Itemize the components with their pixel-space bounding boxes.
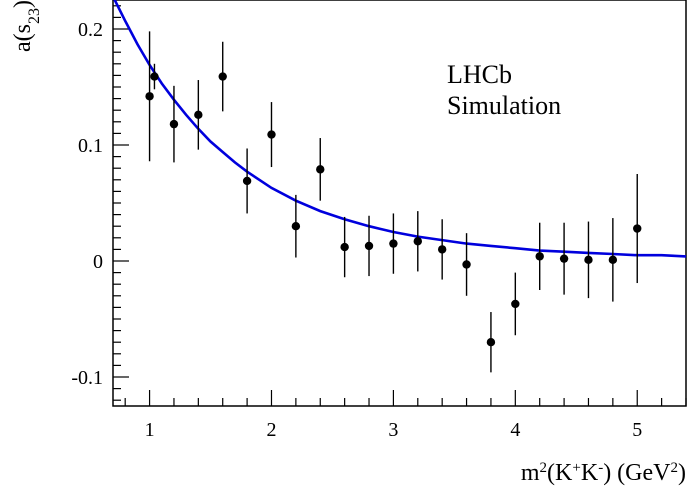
data-point xyxy=(194,80,203,150)
data-marker xyxy=(340,242,349,252)
tick-labels: 1 2 3 4 5 -0.1 0 0.1 0.2 xyxy=(71,19,642,441)
x-tick-label: 3 xyxy=(388,419,398,441)
data-marker xyxy=(462,260,471,269)
data-marker xyxy=(535,252,544,261)
annotation-simulation: Simulation xyxy=(447,91,561,120)
y-tick-label: 0.1 xyxy=(78,135,103,157)
x-tick-label: 1 xyxy=(145,419,155,441)
data-marker xyxy=(316,165,325,174)
data-point xyxy=(486,312,496,373)
data-marker xyxy=(145,92,154,101)
data-marker xyxy=(584,255,593,265)
data-marker xyxy=(511,299,520,309)
data-marker xyxy=(267,130,276,139)
y-axis-label: a(s23) xyxy=(10,0,43,52)
data-point xyxy=(413,211,422,272)
data-point xyxy=(584,221,593,299)
data-point xyxy=(535,222,544,290)
data-marker xyxy=(150,72,159,81)
data-point xyxy=(608,218,618,302)
data-marker xyxy=(364,241,374,251)
data-point xyxy=(364,215,374,277)
data-point xyxy=(267,102,276,168)
annotation-lhcb: LHCb xyxy=(447,60,512,89)
data-point xyxy=(437,219,447,280)
axis-ticks xyxy=(113,5,687,406)
data-marker xyxy=(608,255,618,265)
data-marker xyxy=(218,72,227,81)
data-point xyxy=(559,222,569,295)
data-point xyxy=(218,41,227,112)
y-tick-label: 0 xyxy=(93,251,103,273)
data-marker xyxy=(291,222,301,231)
x-tick-label: 4 xyxy=(510,419,520,441)
data-marker xyxy=(559,254,569,263)
data-marker xyxy=(633,224,642,233)
x-tick-label: 5 xyxy=(632,419,642,441)
data-point xyxy=(389,213,398,274)
data-marker xyxy=(242,176,252,186)
x-tick-label: 2 xyxy=(266,419,276,441)
data-marker xyxy=(169,119,179,129)
data-point xyxy=(633,174,642,284)
data-marker xyxy=(389,239,398,248)
data-point xyxy=(316,138,325,201)
data-marker xyxy=(437,245,447,254)
y-tick-label: 0.2 xyxy=(78,19,103,41)
y-tick-label: -0.1 xyxy=(71,367,103,389)
data-point xyxy=(150,63,159,90)
data-point xyxy=(145,31,154,162)
plot-frame xyxy=(112,0,687,407)
data-point xyxy=(340,216,349,278)
data-point xyxy=(511,272,520,336)
x-axis-label: m2(K+K-) (GeV2) xyxy=(521,460,686,486)
data-point xyxy=(462,233,471,296)
data-point xyxy=(169,85,179,163)
data-marker xyxy=(413,237,422,246)
data-marker xyxy=(486,338,496,347)
data-marker xyxy=(194,110,203,120)
data-point xyxy=(291,194,301,258)
data-points-layer xyxy=(145,31,642,373)
data-point xyxy=(242,148,252,214)
